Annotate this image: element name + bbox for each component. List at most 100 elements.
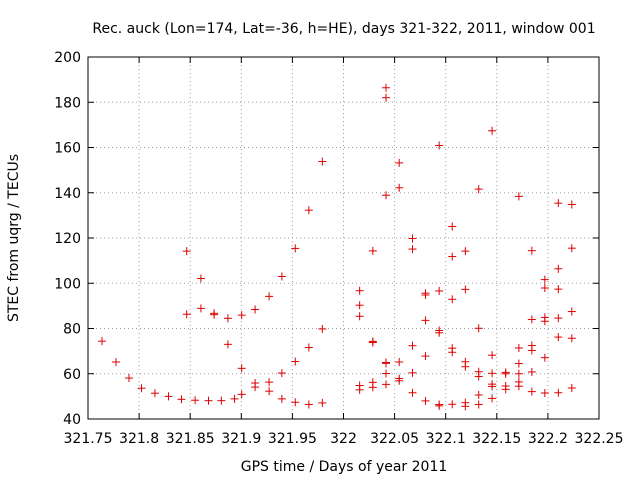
x-tick-label: 322.25 (575, 431, 624, 447)
data-point (461, 402, 470, 411)
data-point (164, 392, 173, 401)
data-point (355, 385, 364, 394)
data-point (277, 369, 286, 378)
data-point (251, 305, 260, 314)
data-point (527, 367, 536, 376)
data-point (488, 382, 497, 391)
data-point (382, 369, 391, 378)
data-point (448, 400, 457, 409)
data-point (217, 396, 226, 405)
data-point (527, 346, 536, 355)
x-tick-label: 322.15 (472, 431, 521, 447)
data-point (501, 385, 510, 394)
data-point (395, 158, 404, 167)
data-point (191, 396, 200, 405)
data-point (501, 369, 510, 378)
data-point (527, 315, 536, 324)
data-point (435, 328, 444, 337)
data-point (567, 307, 576, 316)
data-point (488, 351, 497, 360)
data-point (182, 310, 191, 319)
y-tick-label: 100 (54, 276, 81, 292)
data-point (448, 252, 457, 261)
data-point (304, 400, 313, 409)
data-point (474, 400, 483, 409)
data-point (98, 337, 107, 346)
data-point (182, 247, 191, 256)
data-point (435, 286, 444, 295)
data-point (488, 126, 497, 135)
data-point (196, 274, 205, 283)
data-point (461, 362, 470, 371)
x-tick-label: 322 (330, 431, 357, 447)
data-point (204, 396, 213, 405)
data-point (277, 394, 286, 403)
data-point (382, 93, 391, 102)
data-point (554, 388, 563, 397)
data-point (265, 378, 274, 387)
data-point (554, 285, 563, 294)
x-tick-label: 321.9 (221, 431, 261, 447)
data-point (382, 380, 391, 389)
data-point (567, 334, 576, 343)
data-point (540, 284, 549, 293)
data-point (395, 376, 404, 385)
x-axis-label: GPS time / Days of year 2011 (241, 459, 448, 475)
y-tick-label: 140 (54, 186, 81, 202)
y-tick-label: 160 (54, 141, 81, 157)
data-point (435, 401, 444, 410)
data-point (540, 388, 549, 397)
x-tick-label: 321.8 (119, 431, 159, 447)
data-point (368, 383, 377, 392)
y-tick-label: 200 (54, 50, 81, 66)
data-point (474, 185, 483, 194)
data-point (448, 348, 457, 357)
data-point (421, 316, 430, 325)
data-point (223, 314, 232, 323)
data-point (554, 199, 563, 208)
chart-title: Rec. auck (Lon=174, Lat=-36, h=HE), days… (92, 21, 595, 37)
data-point (408, 245, 417, 254)
data-point (567, 200, 576, 209)
data-point (237, 390, 246, 399)
data-point (567, 384, 576, 393)
data-point (382, 191, 391, 200)
data-point (408, 368, 417, 377)
data-point (514, 369, 523, 378)
data-point (210, 310, 219, 319)
x-tick-label: 322.1 (426, 431, 466, 447)
grid (88, 57, 599, 419)
data-point (554, 314, 563, 323)
data-point (448, 295, 457, 304)
data-point (408, 388, 417, 397)
data-point (137, 384, 146, 393)
data-point (237, 364, 246, 373)
data-point (124, 374, 133, 383)
data-point (355, 312, 364, 321)
data-point (355, 286, 364, 295)
data-point (355, 301, 364, 310)
x-tick-label: 321.85 (166, 431, 215, 447)
data-point (318, 157, 327, 166)
data-point (368, 338, 377, 347)
data-point (408, 234, 417, 243)
x-tick-label: 322.05 (370, 431, 419, 447)
data-point (196, 304, 205, 313)
data-point (461, 247, 470, 256)
data-point (318, 324, 327, 333)
data-point (527, 246, 536, 255)
data-point (488, 369, 497, 378)
data-point (277, 272, 286, 281)
data-point (265, 387, 274, 396)
data-point (488, 394, 497, 403)
data-point (554, 333, 563, 342)
data-point (395, 183, 404, 192)
data-point (474, 324, 483, 333)
data-point (448, 222, 457, 231)
data-point (382, 359, 391, 368)
data-point (540, 353, 549, 362)
data-point (408, 341, 417, 350)
y-axis-label: STEC from uqrg / TECUs (6, 154, 22, 322)
data-points (98, 83, 576, 411)
